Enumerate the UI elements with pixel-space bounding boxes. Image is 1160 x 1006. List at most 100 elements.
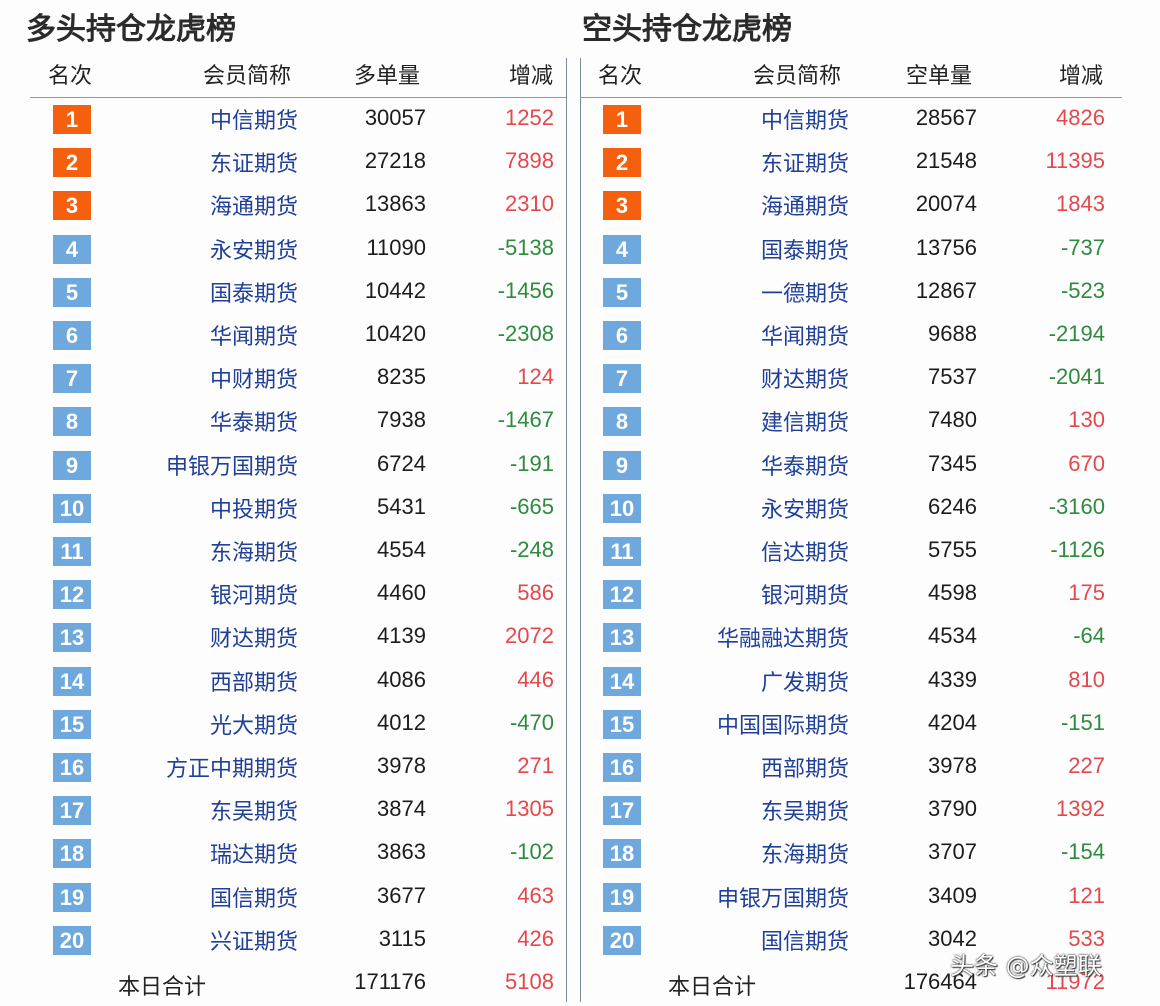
table-row: 1 中信期货 30057 1252 [0,99,566,142]
position-change: 124 [517,364,554,390]
position-change: -5138 [497,234,554,260]
position-change: 121 [1068,882,1105,908]
table-row: 3 海通期货 20074 1843 [580,185,1160,228]
position-change: 130 [1068,407,1105,433]
member-name: 申银万国期货 [165,454,298,480]
member-name: 国信期货 [209,886,298,912]
rank-badge: 7 [53,364,91,394]
position-change: -1467 [497,407,554,433]
position-change: 175 [1068,580,1105,606]
rank-badge: 12 [603,580,641,610]
member-name: 西部期货 [760,757,849,782]
position-change: 2072 [505,623,554,649]
position-volume: 4554 [377,537,426,562]
total-row: 本日合计 171176 5108 [0,963,566,1006]
member-name: 财达期货 [760,368,849,394]
rank-badge: 5 [603,277,641,307]
member-name: 海通期货 [209,195,298,221]
total-volume: 171176 [354,969,426,994]
table-row: 20 国信期货 3042 533 [580,920,1160,963]
member-name: 华泰期货 [209,411,298,437]
rank-badge: 16 [53,753,91,782]
position-change: 7898 [505,148,554,174]
rank-badge: 13 [603,623,641,653]
rank-badge: 3 [53,191,91,221]
table-row: 19 国信期货 3677 463 [0,877,566,920]
position-change: 1252 [505,105,554,130]
table-row: 4 永安期货 11090 -5138 [0,229,566,272]
table-row: 9 申银万国期货 6724 -191 [0,445,566,488]
table-row: 12 银河期货 4598 175 [580,574,1160,617]
rank-badge: 14 [53,666,91,696]
position-volume: 4012 [377,709,426,735]
member-name: 兴证期货 [209,929,298,955]
rank-badge: 13 [53,623,91,653]
table-row: 6 华闻期货 9688 -2194 [580,315,1160,358]
position-change: 670 [1068,450,1105,476]
position-volume: 6724 [377,450,426,476]
rank-badge: 11 [603,537,641,566]
member-name: 国信期货 [760,929,849,955]
position-change: -2041 [1048,364,1105,390]
table-row: 4 国泰期货 13756 -737 [580,229,1160,272]
member-name: 东吴期货 [209,800,298,826]
rank-badge: 11 [53,537,91,566]
table-row: 14 广发期货 4339 810 [580,661,1160,704]
member-name: 东海期货 [209,541,298,566]
position-change: -102 [509,839,554,865]
position-change: -523 [1060,277,1105,303]
rank-badge: 1 [603,105,641,134]
rank-badge: 16 [603,753,641,782]
position-volume: 7345 [928,450,977,476]
table-row: 20 兴证期货 3115 426 [0,920,566,963]
member-name: 国泰期货 [760,238,849,264]
short-position-panel: 空头持仓龙虎榜 名次 会员简称 空单量 增减 1 中信期货 28567 4826 2 东证… [580,0,1160,1002]
member-name: 光大期货 [209,713,298,739]
table-row: 8 华泰期货 7938 -1467 [0,401,566,444]
member-name: 东海期货 [760,843,849,869]
table-row: 2 东证期货 21548 11395 [580,142,1160,185]
member-name: 永安期货 [209,238,298,264]
table-row: 5 国泰期货 10442 -1456 [0,272,566,315]
rank-badge: 17 [53,796,91,826]
table-row: 17 东吴期货 3790 1392 [580,790,1160,833]
total-change: 11972 [1045,969,1105,994]
rank-badge: 12 [53,580,91,610]
position-volume: 8235 [377,364,426,390]
rank-badge: 20 [53,925,91,955]
table-row: 10 永安期货 6246 -3160 [580,488,1160,531]
long-header-divider [30,97,566,98]
member-name: 东吴期货 [760,800,849,826]
rank-badge: 18 [603,839,641,869]
table-row: 7 中财期货 8235 124 [0,358,566,401]
member-name: 西部期货 [209,670,298,696]
member-name: 财达期货 [209,627,298,653]
panel-divider-right [580,58,581,1002]
position-change: 446 [517,666,554,692]
member-name: 华闻期货 [209,325,298,350]
position-change: -191 [509,450,554,476]
long-panel-title: 多头持仓龙虎榜 [26,12,236,47]
rank-badge: 14 [603,666,641,696]
table-row: 16 方正中期期货 3978 271 [0,747,566,790]
member-name: 华闻期货 [760,325,849,350]
position-volume: 6246 [928,493,977,519]
position-change: 11395 [1045,148,1105,174]
total-label: 本日合计 [668,975,757,1000]
member-name: 申银万国期货 [716,886,849,912]
rank-badge: 9 [603,450,641,480]
position-volume: 3115 [378,925,426,951]
position-volume: 7480 [928,407,977,433]
member-name: 中信期货 [209,109,298,134]
position-volume: 3677 [377,882,426,908]
position-volume: 3790 [928,796,977,822]
position-volume: 4339 [928,666,977,692]
table-row: 1 中信期货 28567 4826 [580,99,1160,142]
rank-badge: 3 [603,191,641,221]
position-volume: 3978 [928,753,977,778]
short-header-rank: 名次 [598,64,643,89]
position-change: 4826 [1056,105,1105,130]
member-name: 广发期货 [760,670,849,696]
rank-badge: 6 [53,321,91,350]
position-change: -665 [509,493,554,519]
